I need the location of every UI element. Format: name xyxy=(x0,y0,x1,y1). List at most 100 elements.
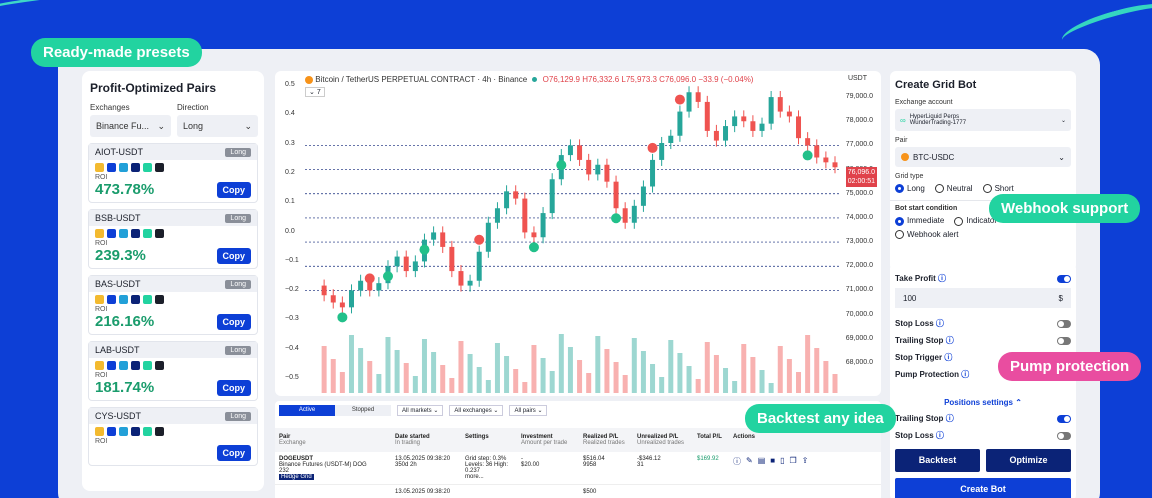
take-profit-input[interactable]: 100 $ xyxy=(895,288,1071,308)
trailing-stop-toggle[interactable] xyxy=(1057,336,1071,345)
candle-body xyxy=(586,159,592,175)
pos-trailing-stop-toggle[interactable] xyxy=(1057,414,1071,423)
markets-filter-value: All markets xyxy=(402,408,432,414)
price-tick-label: 77,000.0 xyxy=(845,141,873,149)
table-row[interactable]: 13.05.2025 09:38:20 $500 xyxy=(275,484,881,498)
direction-badge: Long xyxy=(225,213,251,223)
volume-bar xyxy=(604,349,610,393)
copy-button[interactable]: Copy xyxy=(216,247,251,264)
chevron-down-icon: ⌄ xyxy=(1060,117,1066,124)
candle-body xyxy=(549,179,555,214)
copy-button[interactable]: Copy xyxy=(216,313,251,330)
row-pair[interactable]: DOGEUSDT xyxy=(279,456,314,462)
exchange-logo-icon xyxy=(107,427,116,436)
row-more[interactable]: more... xyxy=(465,474,484,480)
app-window: Profit-Optimized Pairs Exchanges Binance… xyxy=(58,49,1100,498)
direction-badge: Long xyxy=(225,279,251,289)
pairs-filter[interactable]: All pairs ⌄ xyxy=(509,405,548,416)
markets-filter[interactable]: All markets ⌄ xyxy=(397,405,444,416)
pump-protection-label: Pump Protection ⓘ xyxy=(895,370,970,379)
copy-button[interactable]: Copy xyxy=(216,181,251,198)
candlestick-chart[interactable] xyxy=(275,71,881,396)
tab-active[interactable]: Active xyxy=(279,405,335,416)
pair-card[interactable]: AIOT-USDT Long ROI 473.78% Copy xyxy=(88,143,258,203)
info-icon[interactable]: ⓘ xyxy=(733,457,741,466)
copy-button[interactable]: Copy xyxy=(216,445,251,461)
row-unrealized-trades: 31 xyxy=(637,462,644,468)
presets-badge: Ready-made presets xyxy=(31,38,202,67)
edit-icon[interactable]: ✎ xyxy=(746,456,753,465)
direction-select[interactable]: Long ⌄ xyxy=(177,115,258,137)
pair-select[interactable]: BTC-USDC ⌄ xyxy=(895,147,1071,167)
risk-panel: Take Profit ⓘ 100 $ Stop Loss ⓘ Trailing … xyxy=(890,263,1076,498)
left-tick-label: −0.1 xyxy=(285,256,299,264)
volume-bar xyxy=(376,374,382,393)
grid-type-short[interactable]: Short xyxy=(982,184,1014,194)
volume-bar xyxy=(494,343,500,393)
create-bot-button[interactable]: Create Bot xyxy=(895,478,1071,498)
exchange-logo-icon xyxy=(119,427,128,436)
price-tick-label: 79,000.0 xyxy=(845,93,873,101)
grid-type-long[interactable]: Long xyxy=(895,184,925,194)
volume-bar xyxy=(622,375,628,393)
interval-toggle[interactable]: ⌄ 7 xyxy=(305,87,325,97)
pair-card[interactable]: CYS-USDT Long ROI Copy xyxy=(88,407,258,466)
exchanges-filter[interactable]: All exchanges ⌄ xyxy=(449,405,504,416)
condition-indicator[interactable]: Indicator xyxy=(954,216,997,226)
optimize-button[interactable]: Optimize xyxy=(986,449,1071,472)
row2-date: 13.05.2025 09:38:20 xyxy=(395,489,451,495)
pairs-filter-value: All pairs xyxy=(514,408,536,414)
candle-body xyxy=(458,271,464,286)
direction-label: Direction xyxy=(177,103,209,112)
pair-card[interactable]: BSB-USDT Long ROI 239.3% Copy xyxy=(88,209,258,269)
chart-symbol: Bitcoin / TetherUS PERPETUAL CONTRACT · … xyxy=(315,75,528,84)
chart-title-bar: Bitcoin / TetherUS PERPETUAL CONTRACT · … xyxy=(305,75,753,84)
exchange-account-select[interactable]: ∞ HyperLiquid Perps WunderTrading-1777 ⌄ xyxy=(895,109,1071,131)
stop-loss-toggle[interactable] xyxy=(1057,319,1071,328)
chevron-down-icon: ⌄ xyxy=(1058,152,1065,162)
chart-icon[interactable]: ▤ xyxy=(757,456,766,465)
pos-stop-loss-label: Stop Loss ⓘ xyxy=(895,431,944,440)
backtest-button[interactable]: Backtest xyxy=(895,449,980,472)
column-header: Actions xyxy=(733,434,756,440)
copy-button[interactable]: Copy xyxy=(216,379,251,396)
take-profit-toggle[interactable] xyxy=(1057,274,1071,283)
candle-body xyxy=(394,256,400,267)
pair-card[interactable]: BAS-USDT Long ROI 216.16% Copy xyxy=(88,275,258,335)
candle-body xyxy=(376,283,382,291)
volume-bar xyxy=(668,340,674,393)
share-icon[interactable]: ⇪ xyxy=(801,456,809,465)
buy-marker-icon xyxy=(419,244,430,255)
table-row[interactable]: DOGEUSDT Binance Futures (USDT-M) DOG 23… xyxy=(275,452,881,484)
current-price: 76,096.0 xyxy=(847,169,875,176)
volume-bar xyxy=(421,339,427,393)
exchange-select[interactable]: Binance Fu... ⌄ xyxy=(90,115,171,137)
pair-list: AIOT-USDT Long ROI 473.78% Copy BSB-USDT Long R… xyxy=(88,143,258,466)
stop-icon[interactable]: ■ xyxy=(770,456,776,465)
column-header: Realized P/L Realized trades xyxy=(583,434,625,446)
copy-icon[interactable]: ❐ xyxy=(789,456,797,465)
document-icon[interactable]: ▯ xyxy=(780,456,785,465)
volume-bar xyxy=(485,380,491,393)
exchange-logo-icon xyxy=(143,163,152,172)
pair-card[interactable]: LAB-USDT Long ROI 181.74% Copy xyxy=(88,341,258,401)
countdown: 02:00:51 xyxy=(847,178,875,185)
positions-settings-toggle[interactable]: Positions settings ⌃ xyxy=(944,398,1022,407)
volume-bar xyxy=(394,350,400,393)
exchange-logo-icon xyxy=(119,295,128,304)
pairs-panel: Profit-Optimized Pairs Exchanges Binance… xyxy=(82,71,264,491)
exchange-logo-icon xyxy=(107,229,116,238)
grid-type-group: Long Neutral Short xyxy=(895,184,1071,194)
pair-name: CYS-USDT xyxy=(95,411,142,421)
pos-stop-loss-toggle[interactable] xyxy=(1057,431,1071,440)
condition-webhook[interactable]: Webhook alert xyxy=(895,230,958,240)
volume-bar xyxy=(723,368,729,393)
condition-immediate[interactable]: Immediate xyxy=(895,216,944,226)
volume-bar xyxy=(412,376,418,393)
trailing-stop-label: Trailing Stop ⓘ xyxy=(895,336,954,345)
left-tick-label: −0.2 xyxy=(285,286,299,294)
take-profit-unit: $ xyxy=(1058,293,1063,303)
grid-type-neutral[interactable]: Neutral xyxy=(934,184,973,194)
tab-stopped[interactable]: Stopped xyxy=(335,405,391,416)
roi-label: ROI xyxy=(95,174,108,181)
